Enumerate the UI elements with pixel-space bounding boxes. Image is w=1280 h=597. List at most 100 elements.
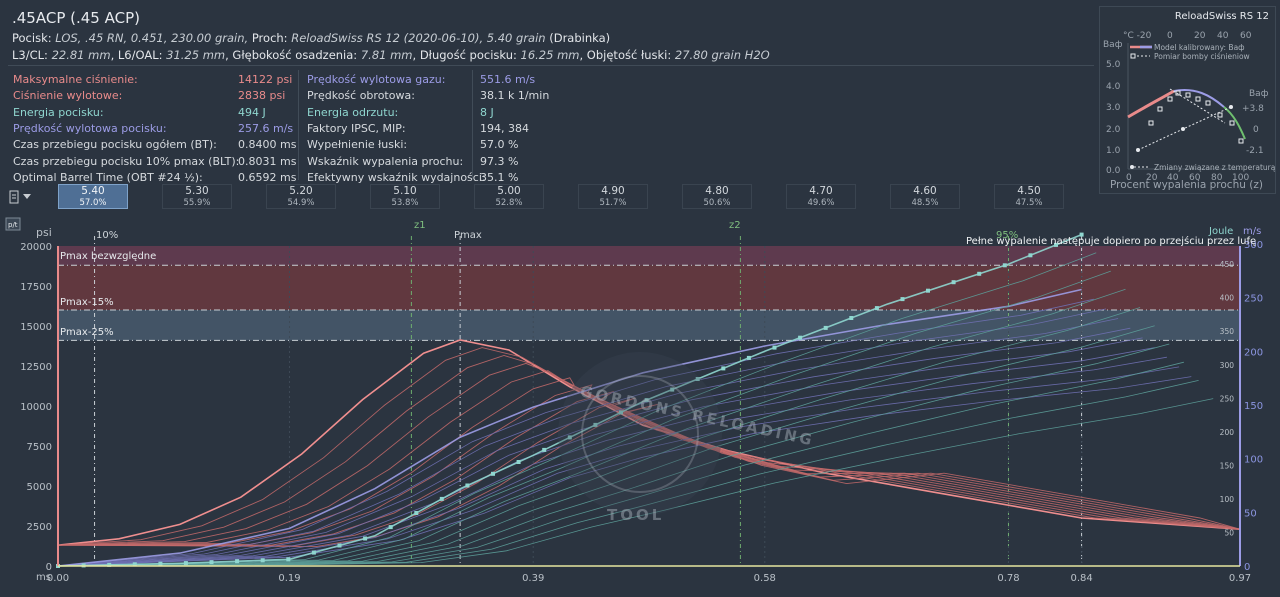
- energy-point: [414, 511, 419, 515]
- charge-tab-weight: 4.50: [1017, 185, 1041, 197]
- burn-left-label: Baф: [1103, 40, 1123, 50]
- energy-point: [977, 271, 982, 276]
- velocity-tick-label: 0: [1244, 562, 1250, 573]
- charge-tab-fill: 53.8%: [391, 198, 419, 208]
- joule-tick-label: 400: [1220, 294, 1235, 303]
- bullet-length-value: 16.25 mm: [520, 48, 580, 62]
- stat-value: 38.1 k 1/min: [480, 89, 550, 103]
- left-tick-label: 15000: [20, 322, 52, 333]
- charge-tab-weight: 5.40: [81, 185, 105, 197]
- burn-y-tick: 2.0: [1106, 125, 1121, 135]
- energy-point: [695, 377, 700, 381]
- x-tick-label: 0.00: [47, 573, 69, 584]
- energy-curve: [57, 398, 1214, 567]
- pressure-curve: [57, 362, 1241, 546]
- ladder-menu-button[interactable]: [4, 184, 36, 209]
- charge-tab[interactable]: 4.90 51.7%: [578, 184, 648, 209]
- charge-tab-fill: 50.6%: [703, 198, 731, 208]
- band-label-pmax-15: Pmax-15%: [60, 297, 114, 308]
- left-tick-label: 5000: [27, 482, 52, 493]
- charge-tab[interactable]: 5.40 57.0%: [58, 184, 128, 209]
- energy-point: [798, 335, 803, 340]
- charge-tab[interactable]: 5.00 52.8%: [474, 184, 544, 209]
- pmax-15-band: [58, 265, 1240, 310]
- charge-tab-weight: 5.00: [497, 185, 521, 197]
- energy-point: [286, 557, 291, 562]
- stat-label: Maksymalne ciśnienie:: [13, 73, 138, 86]
- charge-tab-weight: 5.10: [393, 185, 417, 197]
- charge-tab[interactable]: 4.50 47.5%: [994, 184, 1064, 209]
- pressure-curve: [57, 339, 1241, 546]
- band-label-pmax-abs: Pmax bezwzględne: [60, 251, 156, 262]
- chevron-down-icon: [22, 193, 31, 199]
- oal-value: 31.25 mm: [166, 48, 226, 62]
- energy-point: [874, 306, 879, 311]
- charge-tab-fill: 52.8%: [495, 198, 523, 208]
- powder-value: ReloadSwiss RS 12 (2020-06-10), 5.40 gra…: [291, 31, 546, 45]
- bomb-measurement-points: [1148, 90, 1244, 144]
- grid-divider: [472, 70, 473, 180]
- burn-top-ticks: °C -20 0 20 40 60: [1123, 31, 1252, 41]
- energy-point: [721, 366, 726, 371]
- energy-curve: [57, 252, 1097, 567]
- energy-point: [491, 471, 495, 476]
- energy-curve: [57, 380, 1199, 567]
- energy-point: [311, 550, 316, 555]
- burn-right-tick: -2.1: [1246, 146, 1264, 156]
- charge-tab[interactable]: 4.60 48.5%: [890, 184, 960, 209]
- left-tick-label: 12500: [20, 362, 52, 373]
- powder-burn-panel: ReloadSwiss RS 12 °C -20 0 20 40 60 Baф …: [1099, 6, 1276, 194]
- charge-tab-weight: 4.90: [601, 185, 625, 197]
- joule-tick-label: 450: [1220, 260, 1235, 269]
- app-title: .45ACP (.45 ACP): [12, 9, 140, 27]
- watermark-logo: [558, 352, 722, 516]
- right-axis-label-ms: m/s: [1243, 226, 1261, 237]
- burn-model-curve-blue: [1173, 89, 1225, 108]
- burn-rate-chart: °C -20 0 20 40 60 Baф Baф 5.0 4.0 3.0 2.…: [1103, 31, 1275, 191]
- energy-curve: [57, 288, 1126, 567]
- pt-toggle-button[interactable]: [5, 217, 21, 231]
- x-tick-label: 0.58: [754, 573, 776, 584]
- pressure-curve: [57, 370, 1241, 546]
- watermark-text-tool: TOOL: [607, 506, 664, 524]
- burn-x-tick: 20: [1146, 173, 1158, 183]
- energy-point: [593, 422, 598, 427]
- stat-value: 2838 psi: [238, 89, 286, 103]
- stat-value: 257.6 m/s: [238, 121, 294, 135]
- stat-value: 0.6592 ms: [238, 170, 297, 184]
- burn-x-tick: 0: [1126, 173, 1132, 183]
- charge-ladder-tabs: 5.40 57.0% 5.30 55.9% 5.20 54.9% 5.10 53.8% 5.00…: [2, 184, 1094, 211]
- burn-right-tick: 0: [1253, 125, 1259, 135]
- energy-point: [1079, 232, 1084, 237]
- pt-toggle-label: p/t: [8, 221, 18, 229]
- charge-tab[interactable]: 4.80 50.6%: [682, 184, 752, 209]
- stat-value: 14122 psi: [238, 73, 293, 86]
- energy-point: [337, 543, 342, 548]
- burn-right-tick: +3.8: [1242, 104, 1264, 114]
- oal-label: , L6/OAL:: [110, 48, 167, 62]
- load-info-line-2: L3/CL: 22.81 mm, L6/OAL: 31.25 mm, Głębo…: [12, 48, 770, 62]
- charge-tab[interactable]: 4.70 49.6%: [786, 184, 856, 209]
- header-divider: [8, 65, 1094, 66]
- stat-value: 35.1 %: [480, 170, 519, 184]
- x-axis-label: ms: [36, 572, 51, 583]
- burn-top-tick: °C -20: [1123, 31, 1152, 41]
- ballistics-chart-svg: p/t 200001750015000125001000075005000250…: [5, 217, 1263, 584]
- velocity-curve: [57, 337, 1143, 567]
- stat-label: Optimal Barrel Time (OBT #24 ½):: [13, 170, 203, 184]
- grid-divider: [298, 70, 299, 180]
- left-tick-label: 10000: [20, 402, 52, 413]
- stat-label: Wskaźnik wypalenia prochu:: [307, 154, 464, 168]
- stat-value: 57.0 %: [480, 138, 519, 152]
- cl-label: L3/CL:: [12, 48, 52, 62]
- stat-value: 194, 384: [480, 121, 529, 135]
- bullet-value: LOS, .45 RN, 0.451, 230.00 grain,: [55, 31, 252, 45]
- burn-legend-temp: Zmiany związane z temperaturą: [1154, 163, 1275, 172]
- stat-label: Prędkość wylotowa pocisku:: [13, 121, 167, 135]
- charge-tab[interactable]: 5.20 54.9%: [266, 184, 336, 209]
- charge-tab[interactable]: 5.10 53.8%: [370, 184, 440, 209]
- charge-tab[interactable]: 5.30 55.9%: [162, 184, 232, 209]
- marker-label-pmax: Pmax: [454, 230, 482, 241]
- energy-curve: [57, 343, 1170, 567]
- charge-tab-fill: 49.6%: [807, 198, 835, 208]
